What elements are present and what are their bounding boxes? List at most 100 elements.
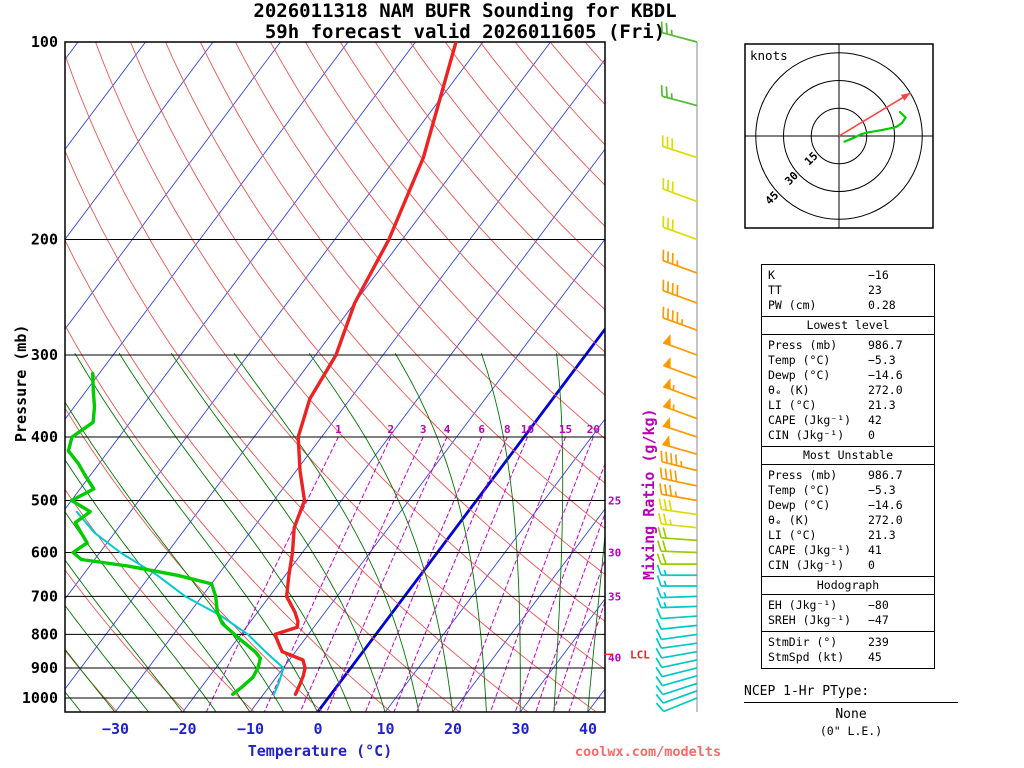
axis-tick-labels: −30 −20 −10 0 10 20 30 40: [102, 720, 597, 738]
index-row: θₑ (K) 272.0: [768, 383, 934, 398]
index-value: −16: [868, 268, 889, 282]
index-label: θₑ (K): [768, 513, 810, 527]
index-value: 42: [868, 413, 882, 427]
pressure-tick-label: 100: [31, 33, 58, 51]
pressure-tick-label: 200: [31, 230, 58, 248]
mixing-ratio-label: 4: [444, 423, 451, 436]
ptype-le-value: (0" L.E.): [819, 724, 883, 738]
pressure-axis-label: Pressure (mb): [12, 324, 30, 442]
index-row: Press (mb) 986.7: [768, 468, 934, 483]
index-value: 0: [868, 558, 875, 572]
temperature-axis-label: Temperature (°C): [247, 742, 393, 760]
wetbulb-trace: [75, 510, 285, 696]
sounding-profiles: [66, 42, 458, 696]
index-label: CAPE (Jkg⁻¹): [768, 413, 852, 427]
index-value: 986.7: [868, 338, 903, 352]
index-label: PW (cm): [768, 298, 817, 312]
index-value: 0: [868, 428, 875, 442]
pressure-tick-label: 900: [31, 659, 58, 677]
index-row: PW (cm) 0.28: [768, 298, 934, 313]
index-row: StmSpd (kt) 45: [768, 650, 934, 665]
index-label: Press (mb): [768, 468, 838, 482]
index-row: Dewp (°C) −14.6: [768, 498, 934, 513]
index-value: −5.3: [868, 483, 896, 497]
mixing-ratio-label: 1: [335, 423, 342, 436]
page-title: 2026011318 NAM BUFR Sounding for KBDL 59…: [100, 1, 830, 43]
watermark-link[interactable]: coolwx.com/modelts: [574, 744, 722, 760]
index-row: SREH (Jkg⁻¹) −47: [768, 613, 934, 628]
index-row: LI (°C) 21.3: [768, 398, 934, 413]
index-value: −14.6: [868, 498, 903, 512]
index-row: StmDir (°) 239: [768, 635, 934, 650]
wind-barb-column: [655, 21, 698, 713]
index-row: CAPE (Jkg⁻¹) 42: [768, 413, 934, 428]
mixing-ratio-label: 15: [559, 423, 572, 436]
index-label: TT: [768, 283, 782, 297]
pressure-tick-label: 700: [31, 587, 58, 605]
index-section-header: Lowest level: [762, 316, 934, 335]
index-label: CIN (Jkg⁻¹): [768, 558, 845, 572]
lcl-label: LCL: [630, 648, 650, 661]
index-value: −80: [868, 598, 889, 612]
mixing-ratio-label: 2: [387, 423, 394, 436]
pressure-gridlines: 100 200 300 400 500 600 700 800 900 1000: [22, 33, 606, 713]
storm-motion-arrowhead: [900, 93, 911, 101]
index-value: −14.6: [868, 368, 903, 382]
index-row: TT 23: [768, 283, 934, 298]
mixing-ratio-label: 6: [478, 423, 485, 436]
mixing-ratio-label: 35: [608, 590, 621, 603]
ptype-value: None: [835, 707, 867, 722]
index-label: θₑ (K): [768, 383, 810, 397]
index-value: 272.0: [868, 513, 903, 527]
index-value: 272.0: [868, 383, 903, 397]
dewpoint-trace: [66, 371, 263, 696]
pressure-tick-label: 500: [31, 492, 58, 510]
index-label: Press (mb): [768, 338, 838, 352]
index-row: Press (mb) 986.7: [768, 338, 934, 353]
index-value: 239: [868, 635, 889, 649]
hodograph-units-label: knots: [750, 48, 788, 63]
index-value: 23: [868, 283, 882, 297]
index-label: LI (°C): [768, 528, 817, 542]
index-value: 0.28: [868, 298, 896, 312]
index-label: Temp (°C): [768, 353, 831, 367]
index-row: LI (°C) 21.3: [768, 528, 934, 543]
index-row: θₑ (K) 272.0: [768, 513, 934, 528]
pressure-tick-label: 400: [31, 428, 58, 446]
ptype-title: NCEP 1-Hr PType:: [744, 684, 958, 703]
index-label: LI (°C): [768, 398, 817, 412]
title-line2: 59h forecast valid 2026011605 (Fri): [264, 21, 666, 43]
temperature-tick-label: −30: [102, 720, 129, 738]
index-label: StmDir (°): [768, 635, 838, 649]
storm-motion-vector: [838, 92, 911, 137]
mixing-ratio-axis-label: Mixing Ratio (g/kg): [640, 408, 658, 580]
hodograph-trace: [843, 110, 907, 143]
index-value: −5.3: [868, 353, 896, 367]
ptype-panel: NCEP 1-Hr PType: None (0" L.E.): [744, 684, 958, 738]
index-row: CIN (Jkg⁻¹) 0: [768, 558, 934, 573]
index-label: Dewp (°C): [768, 368, 831, 382]
index-row: Temp (°C) −5.3: [768, 353, 934, 368]
temperature-tick-label: −10: [237, 720, 264, 738]
index-value: 45: [868, 650, 882, 664]
index-value: 21.3: [868, 528, 896, 542]
index-value: 986.7: [868, 468, 903, 482]
mixing-ratio-label: 8: [504, 423, 511, 436]
temperature-tick-label: −20: [169, 720, 196, 738]
temperature-tick-label: 10: [376, 720, 394, 738]
mixing-ratio-label: 30: [608, 546, 621, 559]
index-section-header: Most Unstable: [762, 446, 934, 465]
index-value: 41: [868, 543, 882, 557]
title-line1: 2026011318 NAM BUFR Sounding for KBDL: [253, 0, 677, 22]
temperature-tick-label: 30: [511, 720, 529, 738]
temperature-tick-label: 20: [444, 720, 462, 738]
mixing-ratio-label: 20: [587, 423, 600, 436]
index-label: CAPE (Jkg⁻¹): [768, 543, 852, 557]
mixing-ratio-label: 25: [608, 495, 621, 508]
mixing-ratio-label: 10: [521, 423, 534, 436]
index-row: K −16: [768, 268, 934, 283]
index-value: −47: [868, 613, 889, 627]
index-value: 21.3: [868, 398, 896, 412]
temperature-trace: [273, 42, 458, 696]
